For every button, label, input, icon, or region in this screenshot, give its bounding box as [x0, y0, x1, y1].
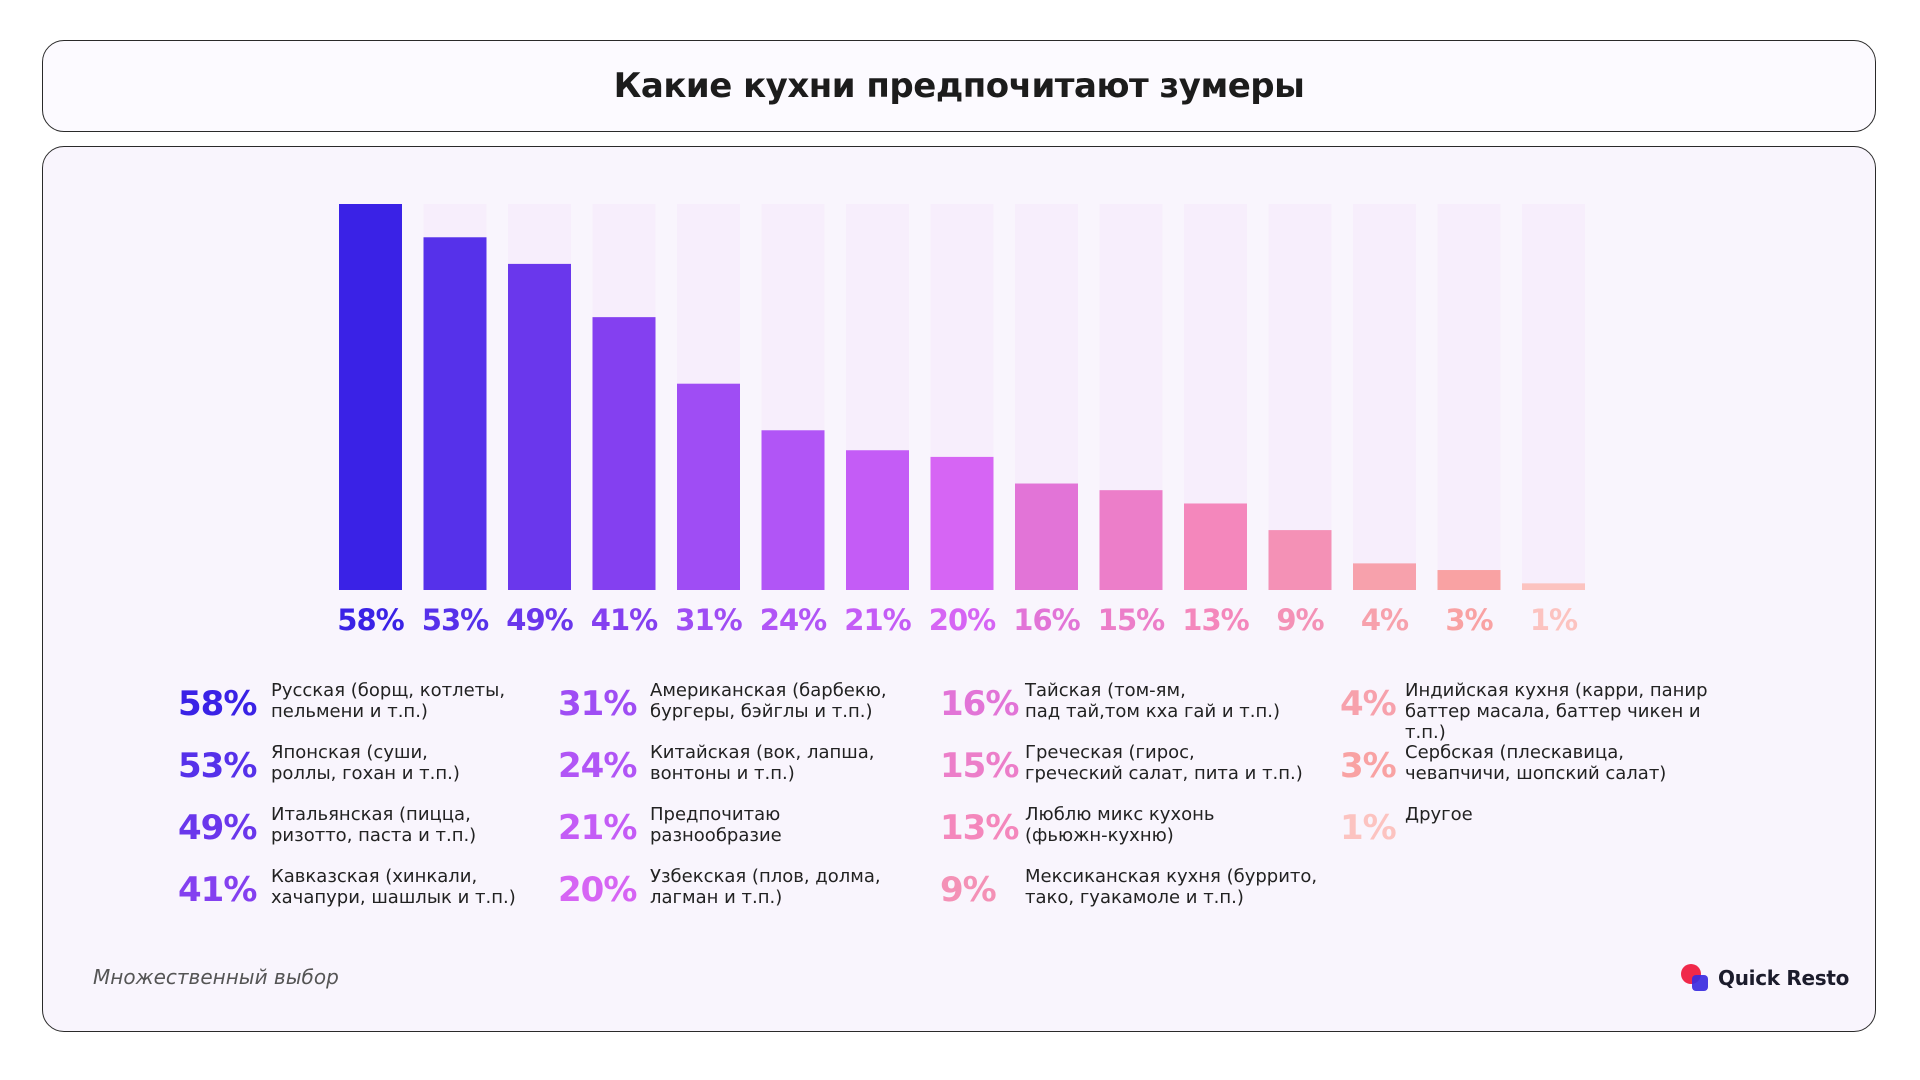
bar-value-label: 41% [591, 603, 658, 637]
legend-item: 4% Индийская кухня (карри, панир баттер м… [1340, 680, 1720, 743]
legend-label: Сербская (плескавица, чевапчичи, шопский… [1405, 742, 1667, 784]
legend-label: Греческая (гирос, греческий салат, пита … [1025, 742, 1303, 784]
legend-percent: 1% [1340, 808, 1397, 848]
bar [677, 383, 740, 590]
legend-item: 58% Русская (борщ, котлеты, пельмени и т.… [178, 680, 558, 742]
legend-label: Американская (барбекю, бургеры, бэйглы и… [650, 680, 887, 722]
legend-percent: 15% [940, 746, 1019, 786]
legend-label: Русская (борщ, котлеты, пельмени и т.п.) [271, 680, 506, 722]
bar-chart: 58% 53% 49% 41% 31% 24% 21% 20% 16% 15% 13% 9% 4% 3% 1… [337, 204, 1585, 637]
legend-label: Тайская (том-ям, пад тай,том кха гай и т… [1025, 680, 1281, 722]
bar [1015, 483, 1078, 590]
bar-value-label: 31% [675, 603, 742, 637]
legend-percent: 41% [178, 870, 257, 910]
legend-label: Кавказская (хинкали, хачапури, шашлык и … [271, 866, 516, 908]
bar [1184, 503, 1247, 590]
bar-value-label: 24% [760, 603, 827, 637]
legend-item: 41% Кавказская (хинкали, хачапури, шашлык… [178, 866, 558, 928]
legend-item: 9% Мексиканская кухня (буррито, тако, гуа… [940, 866, 1320, 928]
quick-resto-logo-icon [1680, 963, 1710, 993]
legend-label: Китайская (вок, лапша, вонтоны и т.п.) [650, 742, 875, 784]
legend-percent: 24% [558, 746, 637, 786]
bar-value-label: 16% [1013, 603, 1080, 637]
legend-percent: 31% [558, 684, 637, 724]
legend-percent: 21% [558, 808, 637, 848]
legend-percent: 9% [940, 870, 997, 910]
legend-percent: 3% [1340, 746, 1397, 786]
bar [423, 237, 487, 590]
brand-name: Quick Resto [1718, 966, 1850, 990]
bar [1522, 583, 1585, 590]
legend-item: 53% Японская (суши, роллы, гохан и т.п.) [178, 742, 558, 804]
bar [339, 204, 402, 590]
legend-label: Мексиканская кухня (буррито, тако, гуака… [1025, 866, 1318, 908]
legend-item: 31% Американская (барбекю, бургеры, бэйгл… [558, 680, 938, 742]
bar [846, 450, 909, 590]
bar [508, 263, 571, 590]
chart-card: 58% 53% 49% 41% 31% 24% 21% 20% 16% 15% 13% 9% 4% 3% 1… [42, 146, 1876, 1032]
brand: Quick Resto [1680, 963, 1849, 993]
legend-percent: 4% [1340, 684, 1397, 724]
legend-item: 20% Узбекская (плов, долма, лагман и т.п.… [558, 866, 938, 928]
legend-label: Люблю микс кухонь (фьюжн-кухню) [1025, 804, 1215, 846]
bar-value-label: 4% [1361, 603, 1409, 637]
bar-track [1437, 204, 1501, 590]
bar-value-label: 15% [1098, 603, 1165, 637]
legend-label: Узбекская (плов, долма, лагман и т.п.) [650, 866, 881, 908]
page-title: Какие кухни предпочитают зумеры [613, 66, 1305, 106]
bar [930, 456, 994, 590]
legend-percent: 58% [178, 684, 257, 724]
bar [1437, 570, 1501, 590]
bar-value-label: 9% [1276, 603, 1324, 637]
bar [1099, 490, 1163, 590]
bar-value-label: 1% [1530, 603, 1578, 637]
legend-item: 49% Итальянская (пицца, ризотто, паста и … [178, 804, 558, 866]
bar-value-label: 21% [844, 603, 911, 637]
legend-item: 24% Китайская (вок, лапша, вонтоны и т.п.… [558, 742, 938, 804]
legend-percent: 13% [940, 808, 1019, 848]
legend-label: Индийская кухня (карри, панир баттер мас… [1405, 680, 1708, 743]
legend-item: 16% Тайская (том-ям, пад тай,том кха гай … [940, 680, 1320, 742]
legend-item: 13% Люблю микс кухонь (фьюжн-кухню) [940, 804, 1320, 866]
legend-percent: 49% [178, 808, 257, 848]
legend-item: 3% Сербская (плескавица, чевапчичи, шопск… [1340, 742, 1720, 804]
legend-label: Предпочитаю разнообразие [650, 804, 782, 846]
bar [1353, 563, 1416, 590]
legend-item: 21% Предпочитаю разнообразие [558, 804, 938, 866]
bar-value-label: 3% [1445, 603, 1493, 637]
bar-value-label: 13% [1182, 603, 1249, 637]
legend-item: 15% Греческая (гирос, греческий салат, пи… [940, 742, 1320, 804]
footnote: Множественный выбор [93, 965, 339, 989]
legend-percent: 53% [178, 746, 257, 786]
bar-value-label: 58% [337, 603, 404, 637]
bar-value-label: 49% [506, 603, 573, 637]
bar [592, 317, 656, 590]
legend-label: Итальянская (пицца, ризотто, паста и т.п… [271, 804, 477, 846]
bar-track [1522, 204, 1585, 590]
legend-percent: 16% [940, 684, 1019, 724]
bar [761, 430, 825, 590]
bar-track [1268, 204, 1332, 590]
title-card: Какие кухни предпочитают зумеры [42, 40, 1876, 132]
bar [1268, 530, 1332, 590]
legend-item: 1% Другое [1340, 804, 1720, 866]
bar-value-label: 20% [929, 603, 996, 637]
bar-track [1353, 204, 1416, 590]
legend-label: Другое [1405, 804, 1473, 825]
bar-value-label: 53% [422, 603, 489, 637]
legend-percent: 20% [558, 870, 637, 910]
legend-label: Японская (суши, роллы, гохан и т.п.) [271, 742, 460, 784]
